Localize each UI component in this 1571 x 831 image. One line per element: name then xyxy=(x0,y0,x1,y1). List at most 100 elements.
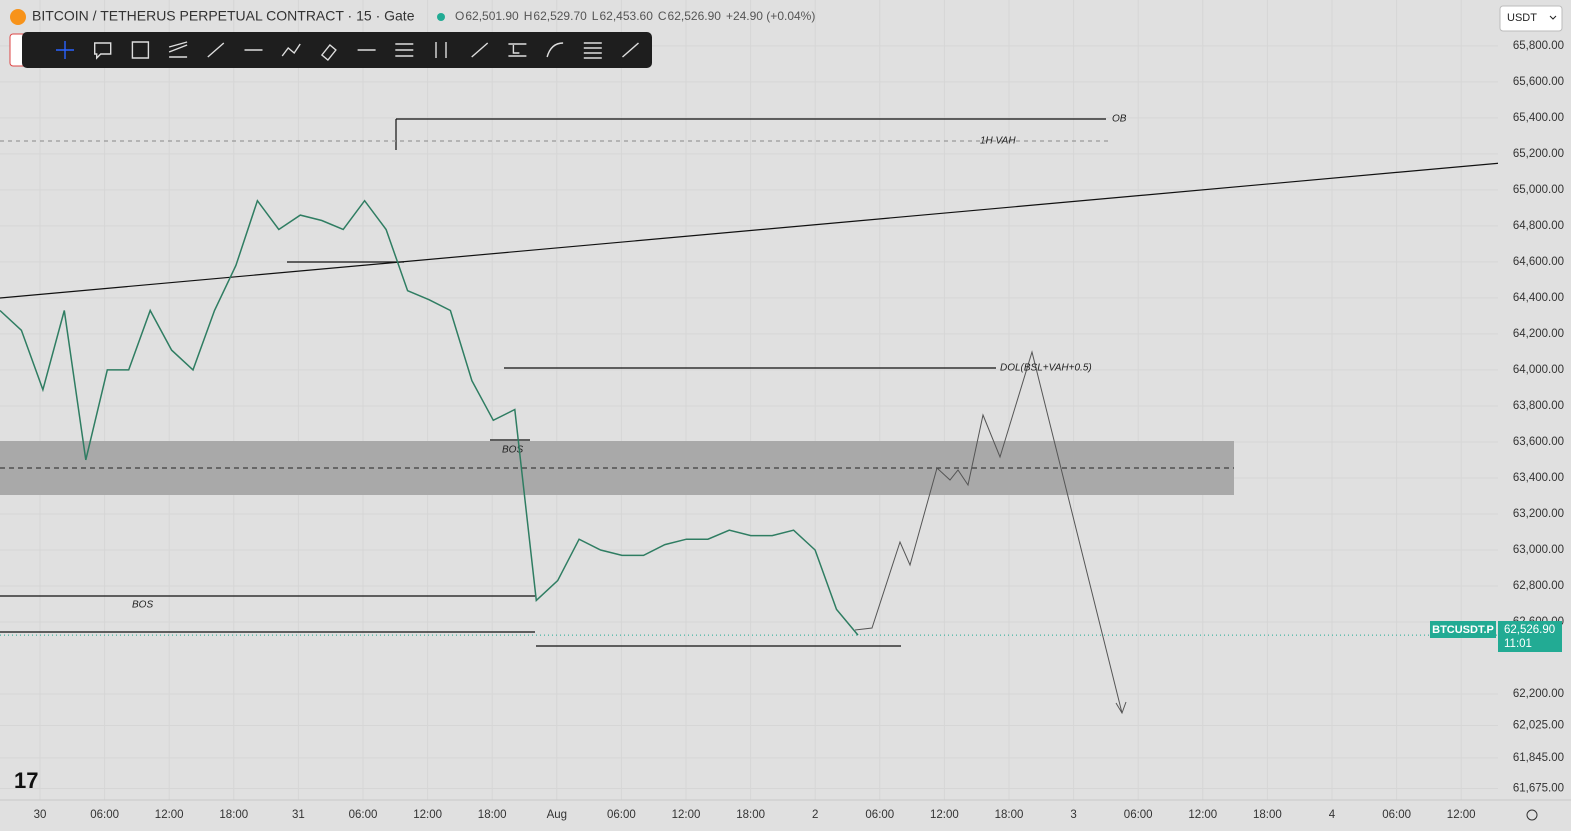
x-tick-label: 3 xyxy=(1070,809,1076,821)
y-tick-label: 62,200.00 xyxy=(1513,688,1564,700)
y-tick-label: 64,400.00 xyxy=(1513,292,1564,304)
tool-icon xyxy=(56,41,74,59)
ohlc-value: 62,501.90 xyxy=(465,9,519,23)
annotation: BOS xyxy=(502,445,523,456)
price-tag xyxy=(1430,621,1496,638)
tool-icon xyxy=(281,43,301,57)
tool-icon xyxy=(168,41,188,58)
series xyxy=(0,199,1498,636)
x-tick-label: 12:00 xyxy=(1447,809,1476,821)
annotation: DOL(BSL+VAH+0.5) xyxy=(1000,363,1092,374)
y-tick-label: 64,000.00 xyxy=(1513,364,1564,376)
x-tick-label: 2 xyxy=(812,809,818,821)
tool-button[interactable] xyxy=(56,41,74,59)
y-tick-label: 61,675.00 xyxy=(1513,783,1564,795)
x-tick-label: 18:00 xyxy=(1253,809,1282,821)
tool-button[interactable] xyxy=(207,42,225,58)
annotation: 1H VAH xyxy=(980,136,1016,147)
x-tick-label: 12:00 xyxy=(672,809,701,821)
x-tick-label: 31 xyxy=(292,809,305,821)
x-tick-label: 12:00 xyxy=(930,809,959,821)
projection-arrow xyxy=(1115,701,1127,715)
y-tick-label: 65,200.00 xyxy=(1513,148,1564,160)
tool-icon xyxy=(546,42,564,58)
x-tick-label: 06:00 xyxy=(1382,809,1411,821)
ohlc-key: O xyxy=(455,9,464,23)
y-tick-label: 64,800.00 xyxy=(1513,220,1564,232)
x-tick-label: Aug xyxy=(547,809,567,821)
currency[interactable]: USDT xyxy=(1507,12,1537,24)
ohlc-value: 62,453.60 xyxy=(599,9,653,23)
tool-button[interactable] xyxy=(471,42,489,58)
tool-button[interactable] xyxy=(395,43,414,57)
price-tag xyxy=(1498,621,1562,652)
tool-button[interactable] xyxy=(320,44,337,61)
tool-button[interactable] xyxy=(583,42,602,59)
tool-icon xyxy=(471,42,489,58)
coin-icon xyxy=(10,9,26,25)
settings-icon[interactable] xyxy=(1526,809,1538,821)
tool-button[interactable] xyxy=(168,41,188,58)
tool-button[interactable] xyxy=(508,43,527,57)
y-tick-label: 65,400.00 xyxy=(1513,112,1564,124)
price-axis xyxy=(1498,0,1571,800)
dropdown-arrow xyxy=(1549,15,1557,20)
tool-icon xyxy=(435,42,447,58)
x-tick-label: 12:00 xyxy=(155,809,184,821)
y-tick-label: 63,000.00 xyxy=(1513,544,1564,556)
tool-button[interactable] xyxy=(94,42,112,60)
y-tick-label: 64,200.00 xyxy=(1513,328,1564,340)
tool-icon xyxy=(622,42,639,58)
trendline xyxy=(0,156,1569,299)
ohlc-value: 62,526.90 xyxy=(668,9,722,23)
y-tick-label: 65,800.00 xyxy=(1513,40,1564,52)
y-tick-label: 65,000.00 xyxy=(1513,184,1564,196)
x-tick-label: 4 xyxy=(1329,809,1336,821)
y-tick-label: 65,600.00 xyxy=(1513,76,1564,88)
x-tick-label: 18:00 xyxy=(219,809,248,821)
symbol: BITCOIN / TETHERUS PERPETUAL CONTRACT · … xyxy=(32,8,415,24)
y-tick-label: 62,800.00 xyxy=(1513,580,1564,592)
annotation: OB xyxy=(1112,114,1127,125)
price-tag-symbol: BTCUSDT.P xyxy=(1432,624,1494,636)
y-tick-label: 64,600.00 xyxy=(1513,256,1564,268)
tool-button[interactable] xyxy=(131,41,150,59)
tool-button[interactable] xyxy=(546,42,564,58)
x-tick-label: 18:00 xyxy=(995,809,1024,821)
ohlc-key: C xyxy=(658,9,667,23)
tool-button[interactable] xyxy=(281,43,301,57)
x-tick-label: 06:00 xyxy=(90,809,119,821)
tool-button[interactable] xyxy=(435,42,447,58)
tool-icon xyxy=(583,42,602,59)
tool-icon xyxy=(94,42,112,60)
drawing-toolbar xyxy=(22,32,652,68)
x-tick-label: 12:00 xyxy=(413,809,442,821)
currency-select[interactable] xyxy=(1499,5,1563,32)
x-tick-label: 18:00 xyxy=(478,809,507,821)
y-tick-label: 61,845.00 xyxy=(1513,752,1564,764)
y-tick-label: 63,800.00 xyxy=(1513,400,1564,412)
ohlc-value: 62,529.70 xyxy=(533,9,587,23)
tool-icon xyxy=(320,44,337,61)
x-tick-label: 30 xyxy=(34,809,47,821)
status-dot xyxy=(437,13,445,21)
x-tick-label: 12:00 xyxy=(1188,809,1217,821)
y-tick-label: 63,200.00 xyxy=(1513,508,1564,520)
price-tag-countdown: 11:01 xyxy=(1504,638,1532,650)
price-line xyxy=(0,199,859,636)
x-tick-label: 18:00 xyxy=(736,809,765,821)
x-tick-label: 06:00 xyxy=(349,809,378,821)
ohlc-key: L xyxy=(592,9,599,23)
tool-icon xyxy=(508,43,527,57)
x-tick-label: 06:00 xyxy=(865,809,894,821)
y-tick-label: 63,600.00 xyxy=(1513,436,1564,448)
y-tick-label: 62,025.00 xyxy=(1513,720,1564,732)
price-tag-price: 62,526.90 xyxy=(1504,624,1555,636)
ohlc-key: H xyxy=(524,9,533,23)
tool-icon xyxy=(395,43,414,57)
y-tick-label: 63,400.00 xyxy=(1513,472,1564,484)
tool-button[interactable] xyxy=(622,42,639,58)
x-tick-label: 06:00 xyxy=(1124,809,1153,821)
